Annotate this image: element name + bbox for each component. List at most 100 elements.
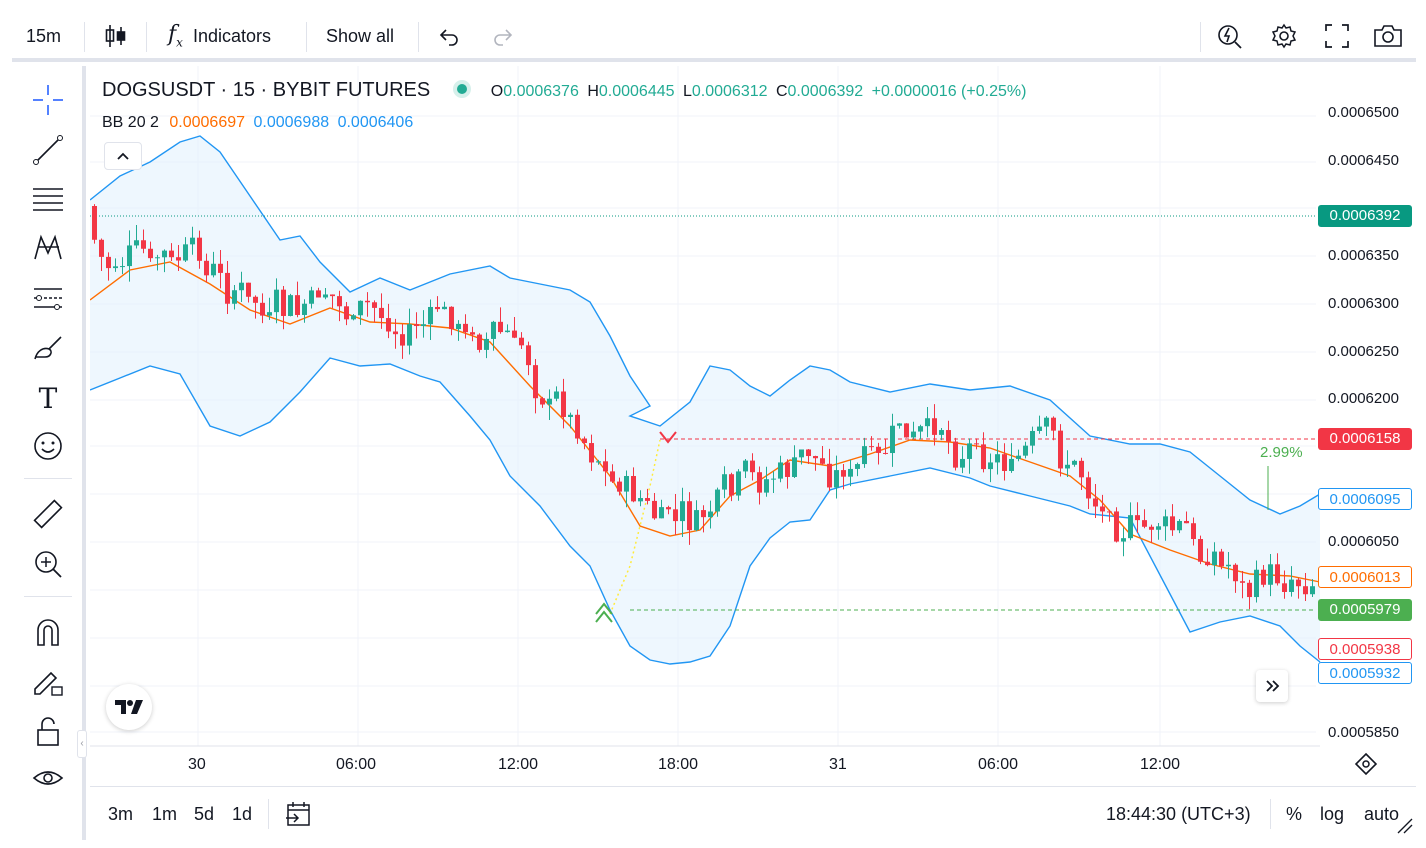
candle-body	[813, 456, 818, 459]
divider	[418, 22, 419, 52]
hide-tool[interactable]	[28, 760, 68, 800]
candle-body	[652, 500, 657, 519]
range-3m-button[interactable]: 3m	[108, 787, 133, 841]
candle-body	[309, 290, 314, 304]
redo-button[interactable]	[492, 10, 514, 62]
candle-body	[1191, 523, 1196, 540]
diamond-settings-icon	[1354, 752, 1378, 776]
divider	[268, 799, 269, 829]
pattern-tool[interactable]	[28, 228, 68, 268]
candle-body	[442, 306, 447, 310]
bb-fill	[90, 136, 1320, 664]
collapse-legend-button[interactable]	[104, 142, 142, 170]
goto-date-button[interactable]	[284, 787, 312, 841]
candle-body	[519, 337, 524, 346]
candle-body	[1184, 520, 1189, 524]
candle-body	[414, 324, 419, 327]
candle-body	[624, 476, 629, 492]
divider	[1270, 799, 1271, 829]
projection-line	[609, 439, 661, 615]
camera-icon	[1374, 25, 1402, 47]
sell-arrow	[659, 431, 677, 444]
candle-body	[883, 452, 888, 454]
chart-type-button[interactable]	[104, 10, 128, 62]
candle-body	[981, 444, 986, 470]
percent-scale-button[interactable]: %	[1286, 787, 1302, 841]
trend-line-tool[interactable]	[28, 130, 68, 170]
candle-body	[575, 414, 580, 439]
candle-body	[113, 266, 118, 269]
candle-body	[92, 206, 97, 240]
candle-body	[1009, 458, 1014, 471]
brush-tool[interactable]	[28, 328, 68, 368]
crosshair-tool[interactable]	[28, 80, 68, 120]
candle-body	[967, 443, 972, 459]
divider	[24, 596, 72, 597]
candle-body	[617, 481, 622, 492]
lock-all-tool[interactable]	[28, 712, 68, 752]
settings-button[interactable]	[1270, 10, 1298, 62]
bb-basis-label: 0.0006013	[1318, 566, 1412, 588]
candle-body	[1142, 520, 1147, 527]
candle-body	[673, 509, 678, 522]
candle-body	[603, 461, 608, 472]
bb-lower-line	[90, 357, 1321, 665]
forecast-tool[interactable]	[28, 278, 68, 318]
show-all-button[interactable]: Show all	[326, 10, 394, 62]
candle-body	[1177, 520, 1182, 531]
measure-tool[interactable]	[28, 494, 68, 534]
price-chart[interactable]	[90, 66, 1416, 756]
change-value: +0.0000016 (+0.25%)	[871, 83, 1027, 100]
range-1d-button[interactable]: 1d	[232, 787, 252, 841]
auto-scale-button[interactable]: auto	[1364, 787, 1399, 841]
range-1m-button[interactable]: 1m	[152, 787, 177, 841]
crosshair-icon	[33, 85, 63, 115]
tradingview-logo[interactable]	[106, 684, 152, 730]
fib-tool[interactable]	[28, 180, 68, 220]
candle-body	[218, 263, 223, 273]
axis-settings-button[interactable]	[1354, 752, 1378, 781]
unlock-icon	[37, 717, 59, 746]
candle-body	[1086, 477, 1091, 499]
emoji-tool[interactable]	[28, 426, 68, 466]
clock-button[interactable]: 18:44:30 (UTC+3)	[1106, 787, 1251, 841]
scroll-to-realtime-button[interactable]	[1256, 670, 1288, 702]
candle-body	[365, 300, 370, 303]
log-scale-button[interactable]: log	[1320, 787, 1344, 841]
time-tick: 31	[829, 756, 847, 773]
candle-body	[288, 295, 293, 316]
quick-search-button[interactable]	[1216, 10, 1244, 62]
candle-body	[631, 476, 636, 502]
candle-body	[505, 330, 510, 333]
candle-body	[274, 289, 279, 313]
eye-icon	[32, 771, 64, 785]
candle-body	[701, 510, 706, 518]
bb-legend[interactable]: BB 20 2 0.0006697 0.0006988 0.0006406	[102, 114, 413, 132]
forecast-icon	[34, 288, 62, 310]
candle-body	[456, 323, 461, 330]
candle-body	[1037, 426, 1042, 431]
undo-button[interactable]	[438, 10, 460, 62]
percent-label: %	[1286, 803, 1303, 824]
zoom-in-icon	[35, 551, 62, 578]
collapse-toolbar-handle[interactable]: ‹	[77, 730, 87, 758]
zoom-tool[interactable]	[28, 544, 68, 584]
low-label: L	[682, 83, 692, 100]
magnet-tool[interactable]	[28, 612, 68, 652]
candles-icon	[105, 25, 126, 47]
interval-button[interactable]: 15m	[26, 10, 61, 62]
buy-arrow	[595, 602, 613, 623]
indicators-button[interactable]: fx Indicators	[168, 10, 271, 62]
candle-body	[764, 479, 769, 493]
lock-drawings-tool[interactable]	[28, 662, 68, 702]
screenshot-button[interactable]	[1372, 10, 1404, 62]
candle-body	[281, 289, 286, 316]
resize-grip[interactable]	[1396, 817, 1414, 840]
candle-body	[960, 458, 965, 468]
fullscreen-button[interactable]	[1324, 10, 1350, 62]
range-5d-button[interactable]: 5d	[194, 787, 214, 841]
indicators-label: Indicators	[192, 25, 271, 46]
candle-body	[330, 294, 335, 297]
text-tool[interactable]: T	[28, 378, 68, 418]
candle-body	[995, 454, 1000, 463]
